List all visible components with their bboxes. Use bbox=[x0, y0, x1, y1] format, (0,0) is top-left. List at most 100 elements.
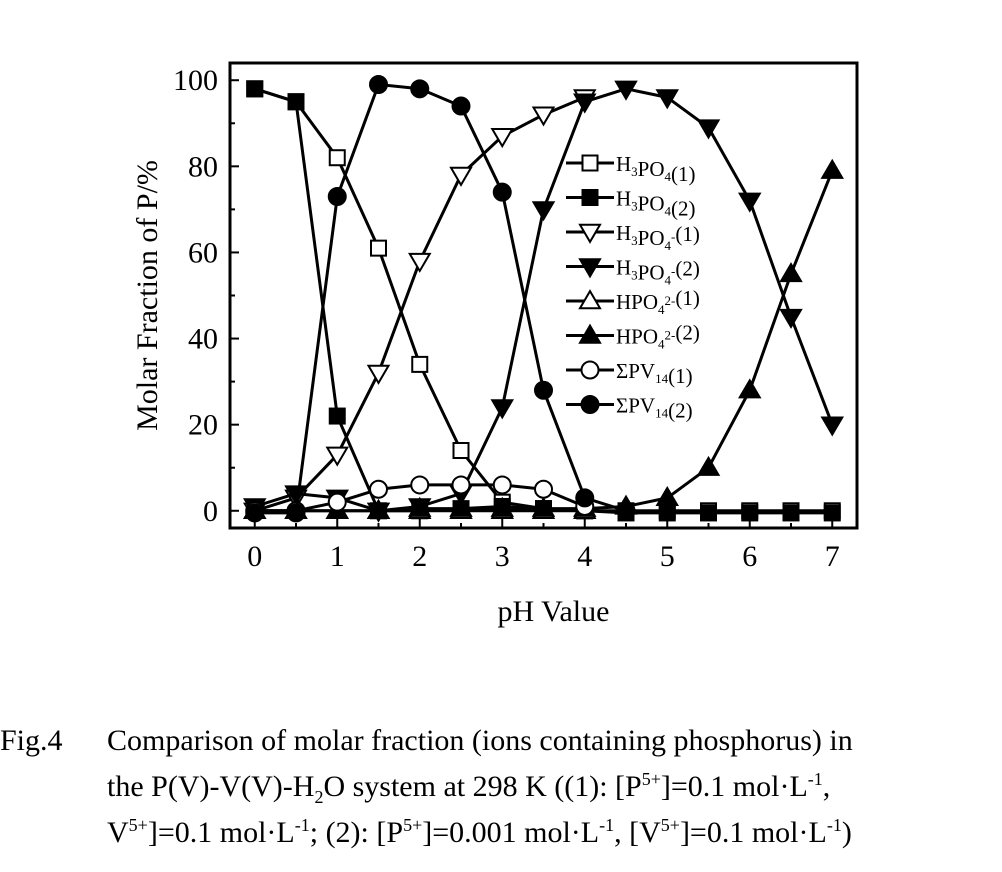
legend-entry: ΣPV14(2) bbox=[566, 394, 693, 423]
data-point bbox=[410, 79, 430, 99]
y-tick-label: 40 bbox=[188, 323, 218, 356]
legend-marker bbox=[578, 258, 602, 279]
series-3 bbox=[243, 89, 597, 523]
data-point bbox=[531, 201, 556, 222]
x-tick-label: 5 bbox=[660, 540, 675, 573]
data-point bbox=[408, 252, 432, 273]
y-tick-label: 20 bbox=[188, 409, 218, 442]
data-point bbox=[575, 488, 595, 508]
data-point bbox=[820, 416, 844, 437]
data-point bbox=[449, 166, 473, 187]
caption-label: Fig.4 bbox=[0, 724, 63, 757]
legend-entry: HPO42-(1) bbox=[566, 286, 700, 317]
x-tick-label: 2 bbox=[412, 540, 427, 573]
caption-line-2: the P(V)-V(V)-H2O system at 298 K ((1): … bbox=[107, 769, 831, 807]
data-point bbox=[366, 364, 391, 385]
data-point bbox=[246, 80, 264, 98]
data-point bbox=[820, 158, 844, 179]
data-point bbox=[490, 399, 514, 420]
data-point bbox=[658, 504, 676, 522]
data-point bbox=[779, 262, 803, 283]
x-tick-label: 4 bbox=[577, 540, 592, 573]
y-tick-label: 0 bbox=[203, 495, 218, 528]
series-line bbox=[254, 83, 627, 515]
data-point bbox=[782, 504, 800, 522]
legend-entry: H3PO4-(2) bbox=[566, 256, 700, 288]
data-point bbox=[245, 503, 265, 523]
legend-marker bbox=[578, 223, 602, 244]
data-point bbox=[286, 503, 306, 523]
series-8 bbox=[245, 75, 636, 523]
legend-marker bbox=[581, 154, 599, 172]
data-point bbox=[490, 496, 514, 517]
y-axis-title: Molar Fraction of P/% bbox=[131, 160, 164, 431]
legend-marker bbox=[578, 323, 602, 344]
data-point bbox=[328, 407, 346, 425]
data-point bbox=[369, 479, 388, 499]
data-point bbox=[452, 442, 470, 459]
data-point bbox=[284, 485, 308, 506]
legend-entry: H3PO4-(1) bbox=[566, 221, 700, 253]
data-point bbox=[700, 504, 717, 522]
legend-entry: H3PO4(2) bbox=[566, 187, 696, 221]
y-tick-label: 80 bbox=[188, 150, 218, 183]
legend-marker bbox=[578, 289, 602, 310]
data-point bbox=[738, 192, 762, 213]
data-point bbox=[366, 498, 391, 519]
legend-label: ΣPV14(2) bbox=[616, 394, 693, 423]
caption-line-1: Fig.4 Comparison of molar fraction (ions … bbox=[0, 718, 1002, 764]
caption-line-3: V5+]=0.1 mol·L-1; (2): [P5+]=0.001 mol·L… bbox=[107, 815, 852, 849]
data-point bbox=[823, 504, 841, 522]
data-point bbox=[449, 496, 473, 517]
data-point bbox=[327, 186, 347, 206]
data-point bbox=[573, 93, 597, 114]
legend-entry: HPO42-(2) bbox=[566, 321, 700, 352]
data-point bbox=[779, 308, 803, 329]
chart: 0 1 2 3 4 5 6 7 0 20 40 60 80 100 pH Value Molar Fracti… bbox=[131, 61, 859, 628]
data-point bbox=[411, 355, 429, 373]
axes: 0 1 2 3 4 5 6 7 0 20 40 60 80 100 pH Value Molar Fracti… bbox=[131, 61, 859, 628]
data-point bbox=[534, 479, 553, 499]
legend: H3PO4(1)H3PO4(2)H3PO4-(1)H3PO4-(2)HPO42-… bbox=[566, 152, 700, 423]
x-tick-label: 7 bbox=[825, 540, 840, 573]
data-point bbox=[490, 127, 514, 149]
y-tick-label: 60 bbox=[188, 236, 218, 269]
legend-label: HPO42-(2) bbox=[616, 321, 700, 352]
data-point bbox=[410, 475, 430, 495]
legend-entry: ΣPV14(1) bbox=[566, 359, 693, 388]
data-point bbox=[327, 492, 347, 512]
legend-label: ΣPV14(1) bbox=[616, 359, 693, 388]
data-point bbox=[531, 496, 556, 517]
data-point bbox=[451, 475, 471, 495]
data-point bbox=[492, 475, 512, 495]
data-point bbox=[451, 96, 471, 116]
legend-label: H3PO4(2) bbox=[616, 187, 696, 221]
data-point bbox=[370, 239, 387, 257]
data-point bbox=[531, 106, 556, 127]
legend-marker bbox=[581, 189, 599, 206]
legend-label: H3PO4-(1) bbox=[616, 221, 700, 253]
data-point bbox=[328, 149, 346, 167]
data-point bbox=[369, 75, 388, 95]
legend-label: H3PO4-(2) bbox=[616, 256, 700, 288]
data-point bbox=[325, 446, 349, 467]
data-point bbox=[408, 496, 432, 517]
series-line bbox=[254, 170, 834, 513]
legend-label: HPO42-(1) bbox=[616, 286, 700, 317]
x-axis-title: pH Value bbox=[498, 595, 610, 628]
data-point bbox=[655, 89, 679, 110]
data-point bbox=[614, 80, 638, 101]
series-layer bbox=[243, 75, 844, 523]
data-point bbox=[492, 182, 512, 202]
data-point bbox=[696, 455, 721, 476]
series-4 bbox=[243, 80, 844, 523]
data-point bbox=[287, 93, 305, 111]
data-point bbox=[696, 119, 721, 140]
data-point bbox=[741, 504, 759, 522]
x-tick-label: 6 bbox=[742, 540, 757, 573]
data-point bbox=[655, 485, 679, 507]
x-tick-label: 0 bbox=[247, 540, 262, 573]
y-tick-label: 100 bbox=[173, 64, 218, 97]
legend-marker bbox=[580, 395, 600, 414]
data-point bbox=[534, 380, 553, 400]
